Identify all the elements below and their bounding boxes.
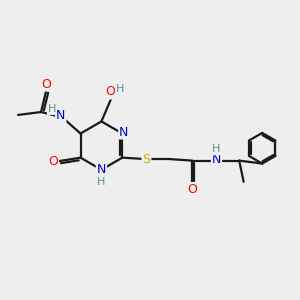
Text: O: O bbox=[41, 77, 51, 91]
Text: O: O bbox=[105, 85, 115, 98]
Text: O: O bbox=[187, 183, 197, 196]
Text: N: N bbox=[212, 153, 221, 166]
Text: H: H bbox=[116, 84, 124, 94]
Text: H: H bbox=[212, 144, 221, 154]
Text: S: S bbox=[142, 153, 151, 166]
Text: O: O bbox=[48, 155, 58, 168]
Text: H: H bbox=[48, 104, 56, 114]
Text: N: N bbox=[56, 109, 65, 122]
Text: N: N bbox=[119, 125, 128, 139]
Text: N: N bbox=[97, 163, 106, 176]
Text: H: H bbox=[97, 177, 106, 187]
